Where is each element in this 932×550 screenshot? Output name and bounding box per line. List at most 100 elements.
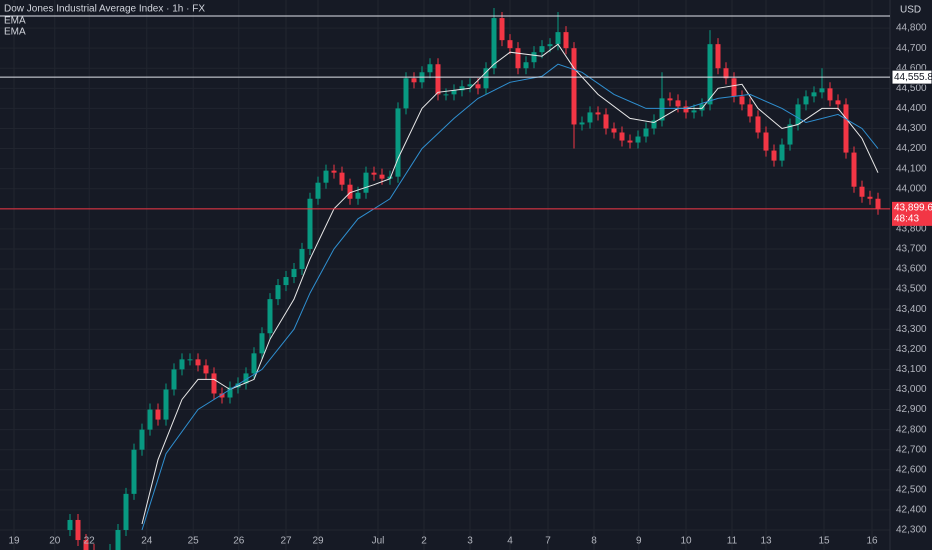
candle-body [123,493,129,530]
candle-body [875,198,881,209]
price-tag-label: 44,555.82 [894,72,932,83]
plot-area [67,8,881,550]
candle-body [571,48,577,125]
x-tick-label: 8 [591,536,597,547]
candle-body [459,86,465,91]
chart-title: Dow Jones Industrial Average Index · 1h … [4,4,205,15]
x-tick-label: 19 [8,536,20,547]
candle-body [243,373,249,384]
candle-body [275,285,281,300]
candle-body [747,104,753,117]
candle-body [283,277,289,286]
legend-entry: EMA [4,16,26,27]
candle-body [251,353,257,374]
legend-entry: EMA [4,27,26,38]
price-tag [891,69,932,85]
candle-body [523,62,529,69]
candle-body [395,108,401,177]
candle-body [171,369,177,390]
candle-body [371,172,377,175]
x-tick-label: 29 [312,536,324,547]
x-tick-label: 24 [141,536,153,547]
y-tick-label: 43,000 [896,384,927,395]
countdown-label: 48:43 [894,213,919,224]
candle-body [755,116,761,133]
candle-body [235,383,241,388]
candle-body [323,170,329,183]
candle-body [355,192,361,199]
candle-body [75,519,81,541]
y-tick-label: 43,800 [896,224,927,235]
x-tick-label: 25 [188,536,200,547]
y-tick-label: 42,500 [896,484,927,495]
x-tick-label: 15 [818,536,830,547]
x-tick-label: 26 [233,536,245,547]
candle-body [595,112,601,115]
candle-body [483,68,489,89]
candle-body [115,530,121,550]
y-tick-label: 44,200 [896,143,927,154]
x-tick-label: Jul [372,536,385,547]
candle-body [651,120,657,129]
x-tick-label: 2 [421,536,427,547]
candle-body [331,170,337,173]
candle-body [347,184,353,199]
candle-body [131,449,137,494]
candle-body [219,393,225,398]
candle-body [723,68,729,79]
y-tick-label: 43,700 [896,244,927,255]
candle-body [611,128,617,133]
candle-body [675,100,681,107]
y-tick-label: 43,200 [896,344,927,355]
x-tick-label: 7 [545,536,551,547]
candle-body [579,122,585,125]
x-tick-label: 13 [760,536,772,547]
candle-body [835,100,841,105]
candle-body [403,78,409,109]
currency-label: USD [900,5,921,16]
candle-body [363,172,369,193]
candle-body [299,248,305,270]
y-tick-label: 44,100 [896,163,927,174]
candle-body [843,104,849,153]
candle-body [867,196,873,199]
y-tick-label: 44,300 [896,123,927,134]
candle-body [475,84,481,89]
ema-line [141,63,879,531]
y-tick-label: 42,900 [896,404,927,415]
candle-body [291,269,297,278]
y-tick-label: 42,800 [896,424,927,435]
candle-body [435,64,441,95]
candle-body [491,18,497,69]
y-tick-label: 43,600 [896,264,927,275]
x-tick-label: 3 [467,536,473,547]
last-price-label: 43,899.67 [894,202,932,213]
candle-body [211,373,217,394]
candle-body [307,198,313,249]
candle-body [763,132,769,151]
x-tick-label: 10 [680,536,692,547]
x-tick-label: 4 [507,536,513,547]
x-tick-label: 20 [49,536,61,547]
candle-body [555,32,561,45]
candle-body [427,64,433,73]
candle-body [819,88,825,93]
candle-body [691,110,697,113]
x-tick-label: 9 [636,536,642,547]
candle-body [539,46,545,53]
candle-body [547,44,553,47]
y-tick-label: 44,700 [896,43,927,54]
candle-body [603,114,609,129]
candle-body [779,144,785,161]
candle-body [563,32,569,49]
candle-body [379,174,385,179]
candle-body [827,88,833,101]
candle-body [699,104,705,111]
y-tick-label: 42,600 [896,464,927,475]
candle-body [227,387,233,398]
y-tick-label: 44,600 [896,63,927,74]
candle-body [443,94,449,96]
